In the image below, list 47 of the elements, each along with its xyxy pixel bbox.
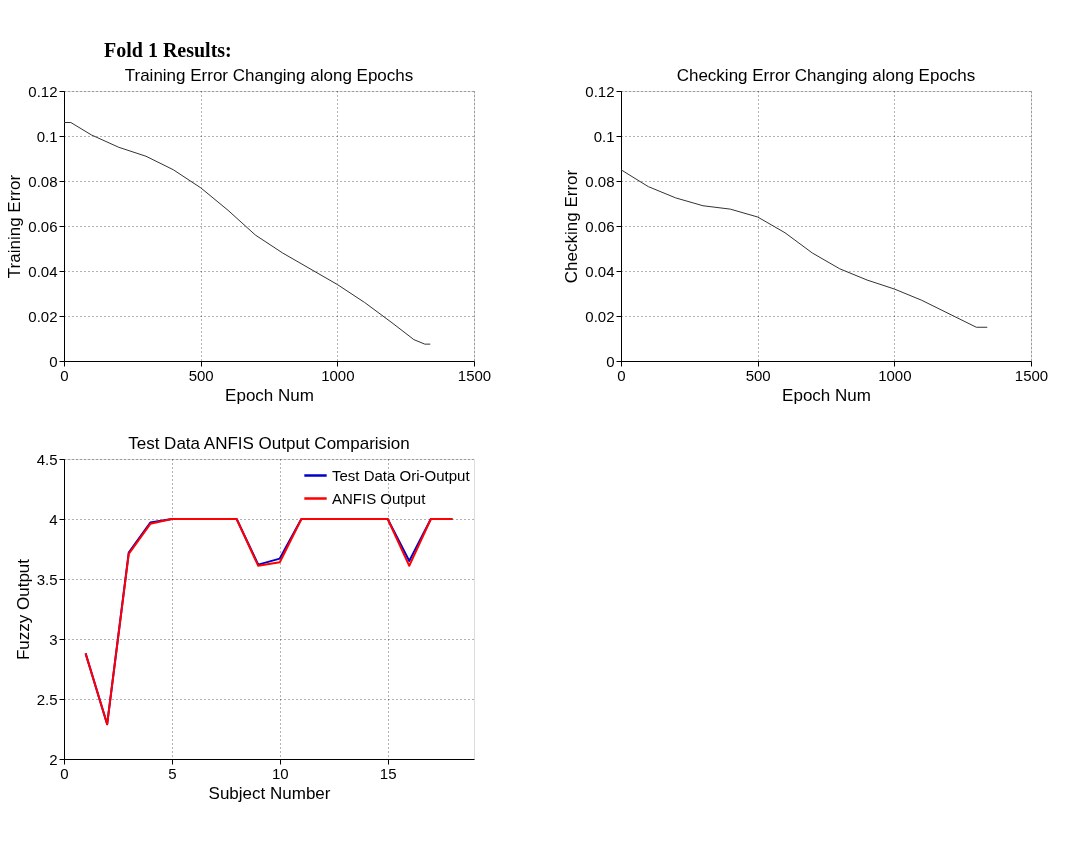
y-axis-title: Checking Error xyxy=(562,169,582,284)
y-tick-label: 0.12 xyxy=(28,82,58,100)
chart-title: Checking Error Changing along Epochs xyxy=(676,66,976,85)
x-tick-label: 500 xyxy=(745,366,771,384)
legend-label: ANFIS Output xyxy=(332,489,427,507)
x-axis-title: Subject Number xyxy=(208,783,331,803)
x-axis-title: Epoch Num xyxy=(225,385,314,405)
x-tick-label: 5 xyxy=(168,764,177,782)
x-tick-label: 0 xyxy=(617,366,626,384)
y-tick-label: 0.06 xyxy=(28,217,58,235)
y-tick-label: 0 xyxy=(606,352,615,370)
x-axis-title: Epoch Num xyxy=(782,385,871,405)
y-axis-title: Fuzzy Output xyxy=(13,558,33,661)
chart-title: Training Error Changing along Epochs xyxy=(124,66,414,85)
x-tick-label: 1000 xyxy=(878,366,912,384)
x-tick-label: 1500 xyxy=(457,366,492,384)
x-tick-label: 0 xyxy=(60,764,69,782)
y-tick-label: 0.08 xyxy=(585,172,615,190)
y-tick-label: 0.1 xyxy=(36,127,58,145)
y-tick-label: 2.5 xyxy=(36,690,58,708)
x-tick-label: 15 xyxy=(379,764,397,782)
y-tick-label: 0.04 xyxy=(585,262,615,280)
y-tick-label: 0.04 xyxy=(28,262,58,280)
y-tick-label: 3.5 xyxy=(36,570,58,588)
x-tick-label: 500 xyxy=(188,366,214,384)
x-tick-label: 10 xyxy=(271,764,289,782)
y-tick-label: 0.08 xyxy=(28,172,58,190)
y-tick-label: 0.02 xyxy=(28,307,58,325)
y-tick-label: 2 xyxy=(49,750,58,768)
y-tick-label: 0.12 xyxy=(585,82,615,100)
line-series xyxy=(621,169,988,328)
line-series xyxy=(64,122,431,345)
x-tick-label: 1000 xyxy=(321,366,355,384)
y-tick-label: 0.1 xyxy=(593,127,615,145)
y-tick-label: 0.06 xyxy=(585,217,615,235)
y-tick-label: 0 xyxy=(49,352,58,370)
x-tick-label: 1500 xyxy=(1014,366,1049,384)
chart-title: Test Data ANFIS Output Comparision xyxy=(128,434,410,453)
y-axis-title: Training Error xyxy=(5,174,25,279)
y-tick-label: 4.5 xyxy=(36,450,58,468)
x-tick-label: 0 xyxy=(60,366,69,384)
line-series xyxy=(84,518,454,726)
y-tick-label: 0.02 xyxy=(585,307,615,325)
y-tick-label: 3 xyxy=(49,630,58,648)
legend-label: Test Data Ori-Output xyxy=(332,466,471,484)
y-tick-label: 4 xyxy=(49,510,58,528)
text: Fold 1 Results: xyxy=(104,39,232,61)
